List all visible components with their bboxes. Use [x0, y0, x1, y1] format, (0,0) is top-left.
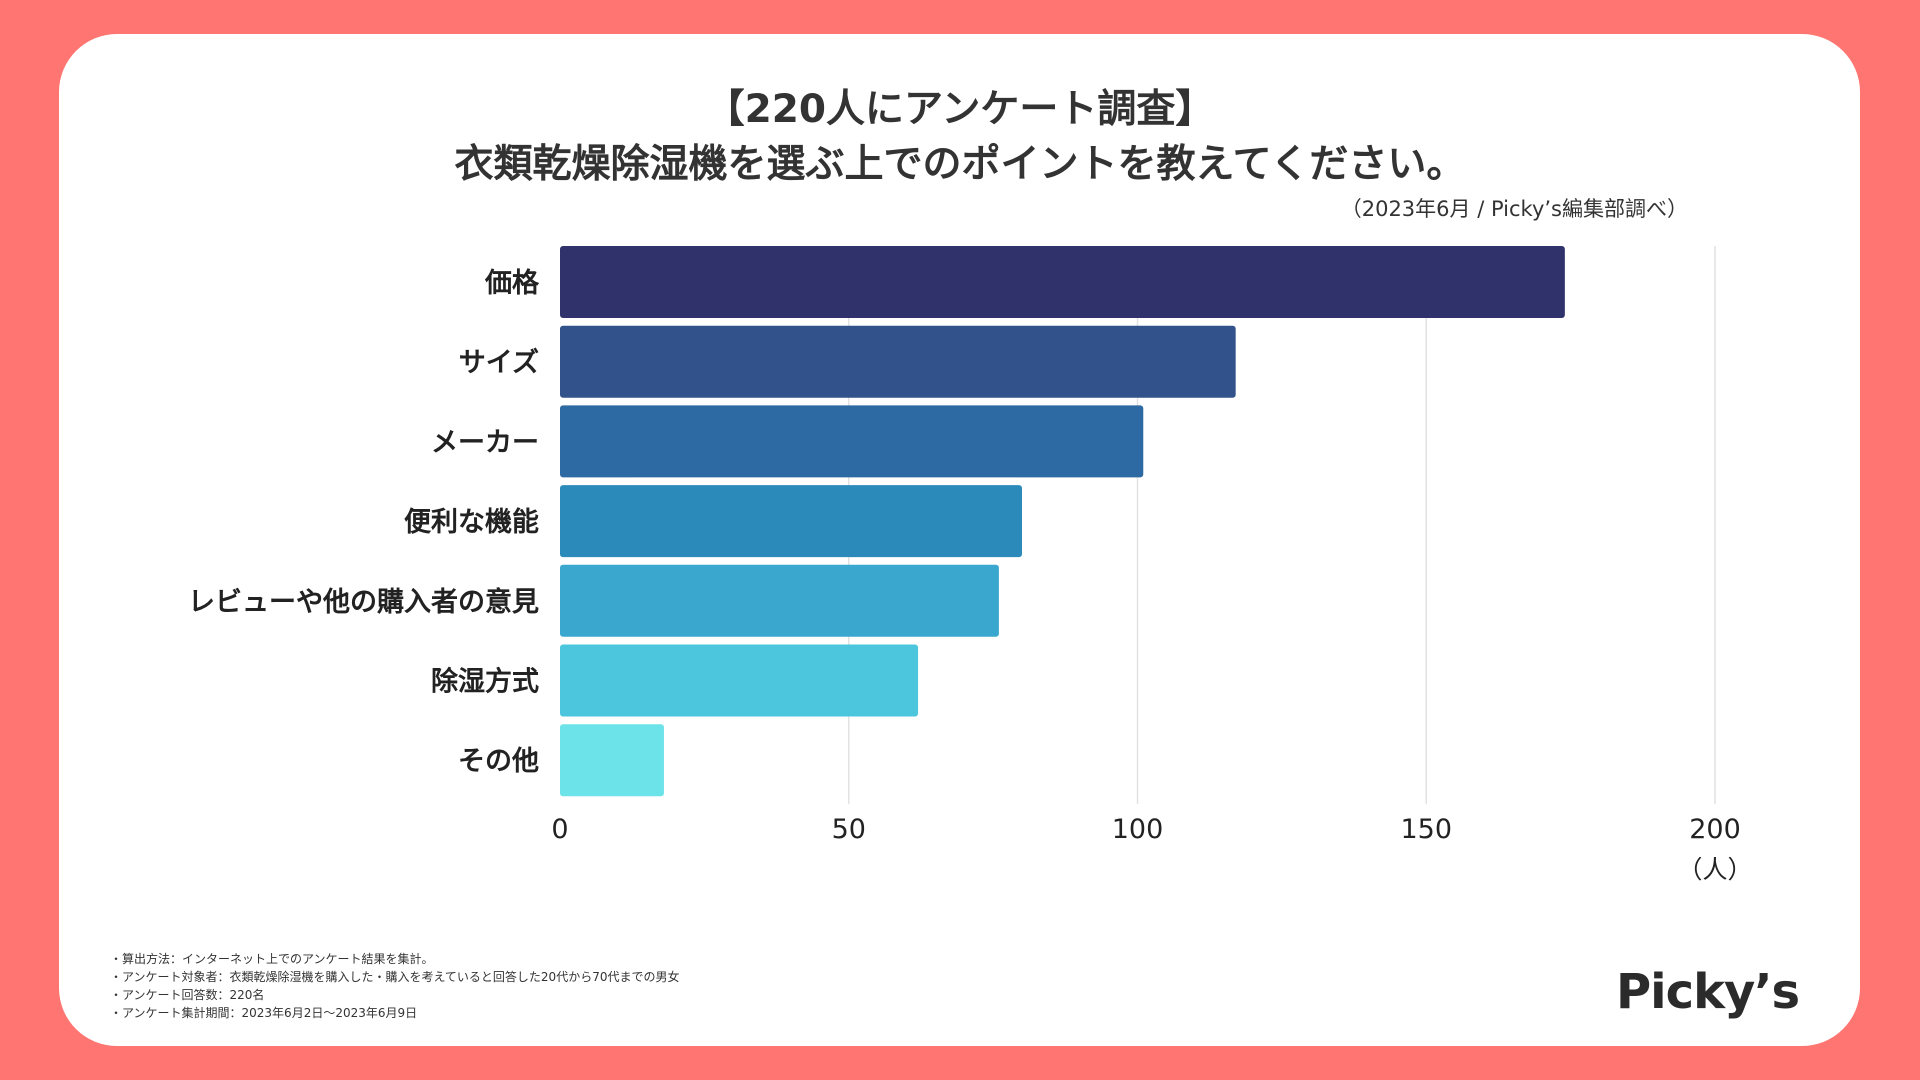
bar [560, 724, 664, 797]
category-label: 除湿方式 [431, 666, 539, 698]
footnote-period: ・アンケート集計期間：2023年6月2日〜2023年6月9日 [110, 1006, 418, 1020]
category-label: レビューや他の購入者の意見 [188, 586, 539, 618]
x-tick-label: 200 [1689, 814, 1741, 845]
chart-title-line2: 衣類乾燥除湿機を選ぶ上でのポイントを教えてください。 [454, 142, 1466, 187]
category-label: サイズ [459, 347, 539, 379]
bar [560, 485, 1022, 558]
bar [560, 405, 1144, 478]
bar [560, 564, 999, 637]
footnote-method: ・算出方法：インターネット上でのアンケート結果を集計。 [110, 952, 434, 966]
x-axis-label: （人） [1677, 855, 1752, 884]
footnote-target: ・アンケート対象者：衣類乾燥除湿機を購入した・購入を考えていると回答した20代か… [110, 970, 680, 984]
category-label: メーカー [431, 427, 539, 458]
category-label: 便利な機能 [404, 506, 539, 538]
bar [560, 246, 1565, 318]
category-label: 価格 [484, 268, 540, 299]
footnote-count: ・アンケート回答数：220名 [110, 988, 265, 1002]
source-note: （2023年6月 / Picky’s編集部調べ） [1340, 197, 1688, 221]
bar [560, 644, 919, 717]
footnotes: ・算出方法：インターネット上でのアンケート結果を集計。 ・アンケート対象者：衣類… [110, 950, 679, 1022]
category-label: その他 [458, 746, 539, 777]
brand-logo: Picky’s [1616, 964, 1800, 1020]
chart-title-line1: 【220人にアンケート調査】 [705, 87, 1215, 132]
x-tick-label: 100 [1112, 814, 1164, 845]
x-tick-label: 150 [1400, 814, 1452, 845]
x-tick-label: 50 [832, 814, 866, 845]
x-tick-label: 0 [551, 814, 568, 845]
bar [560, 325, 1236, 398]
